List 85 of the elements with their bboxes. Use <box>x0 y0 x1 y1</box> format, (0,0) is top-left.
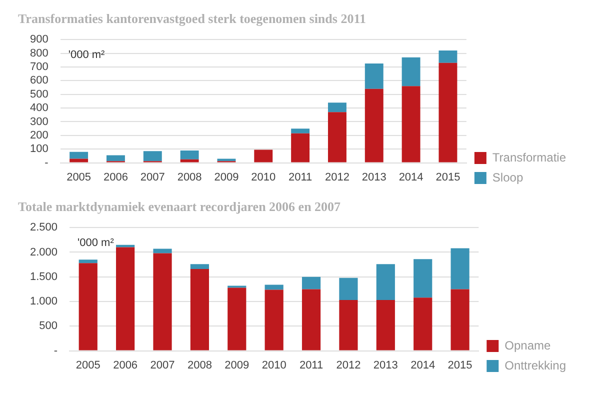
y-tick-label: 600 <box>30 74 48 87</box>
x-tick-label: 2007 <box>140 171 165 184</box>
x-tick-label: 2012 <box>336 359 361 372</box>
x-tick-label: 2006 <box>113 359 138 372</box>
bar <box>190 268 209 350</box>
y-tick-label: 500 <box>30 88 48 100</box>
bar <box>376 300 395 350</box>
bar <box>190 264 209 269</box>
legend-label: Onttrekking <box>504 358 566 372</box>
bar <box>291 128 310 134</box>
y-tick-label: 800 <box>30 47 48 60</box>
y-tick-label: 500 <box>39 320 58 332</box>
bar <box>70 158 88 162</box>
x-tick-label: 2014 <box>410 359 436 372</box>
x-tick-label: 2009 <box>224 359 250 372</box>
y-tick-label: 200 <box>30 129 48 142</box>
x-tick-label: 2008 <box>177 171 202 184</box>
bar <box>450 248 470 290</box>
bar <box>302 276 321 290</box>
x-tick-label: 2005 <box>66 171 92 184</box>
bar <box>364 64 384 89</box>
bar <box>414 298 432 350</box>
bar <box>143 151 162 162</box>
x-tick-label: 2015 <box>436 171 460 184</box>
x-tick-label: 2012 <box>324 171 350 184</box>
bar <box>438 62 458 162</box>
x-tick-label: 2010 <box>262 359 286 372</box>
y-tick-label: 1.500 <box>30 270 58 283</box>
x-tick-label: 2006 <box>103 171 128 184</box>
bar <box>414 259 432 298</box>
bar <box>328 112 346 162</box>
bar <box>364 88 384 162</box>
bar <box>291 133 310 162</box>
bar <box>78 260 98 264</box>
bar <box>376 264 395 300</box>
x-tick-label: 2010 <box>251 171 276 184</box>
bar <box>254 150 273 162</box>
y-tick-label: - <box>44 156 49 169</box>
y-tick-label: - <box>54 344 58 357</box>
legend-label: Sloop <box>492 170 524 184</box>
y-tick-label: 300 <box>30 116 48 128</box>
chart-title: Transformaties kantorenvastgoed sterk toegenomen sinds 2011 <box>18 11 366 26</box>
chart-title: Totale marktdynamiek evenaart recordjaren 2006 en 2007 <box>18 199 342 214</box>
x-tick-label: 2015 <box>448 359 472 372</box>
bar <box>153 253 172 350</box>
legend-label: Transformatie <box>492 150 566 164</box>
bar <box>402 57 420 86</box>
bar <box>217 158 236 162</box>
bar <box>450 289 470 350</box>
x-tick-label: 2005 <box>76 359 100 372</box>
x-tick-label: 2014 <box>398 171 424 184</box>
bar <box>339 278 358 300</box>
bar <box>264 290 284 350</box>
y-tick-label: 2.000 <box>30 246 58 258</box>
y-tick-label: 100 <box>30 143 48 156</box>
bar <box>106 155 125 162</box>
bar <box>339 300 358 350</box>
bar <box>70 152 88 159</box>
x-tick-label: 2013 <box>362 171 386 184</box>
x-tick-label: 2007 <box>150 359 175 372</box>
bar <box>180 159 199 162</box>
legend-label: Opname <box>504 338 551 352</box>
y-tick-label: 400 <box>30 102 48 114</box>
bar <box>302 289 321 350</box>
x-tick-label: 2011 <box>299 359 324 372</box>
bar <box>264 284 284 290</box>
y-tick-label: 1.000 <box>30 296 58 308</box>
annotation: '000 m² <box>68 49 106 62</box>
bar <box>116 244 135 248</box>
bar <box>402 86 420 162</box>
bar <box>228 288 246 350</box>
y-tick-label: 900 <box>30 34 48 46</box>
bar <box>78 263 98 350</box>
x-tick-label: 2011 <box>288 171 312 184</box>
x-tick-label: 2009 <box>214 171 239 184</box>
bar <box>180 150 199 160</box>
bar <box>153 248 172 254</box>
bar <box>438 50 458 63</box>
x-tick-label: 2013 <box>373 359 398 372</box>
x-tick-label: 2008 <box>187 359 212 372</box>
bar <box>328 102 346 112</box>
y-tick-label: 2.500 <box>30 222 58 234</box>
y-tick-label: 700 <box>30 61 48 74</box>
bar <box>116 247 135 350</box>
annotation: '000 m² <box>78 237 114 250</box>
